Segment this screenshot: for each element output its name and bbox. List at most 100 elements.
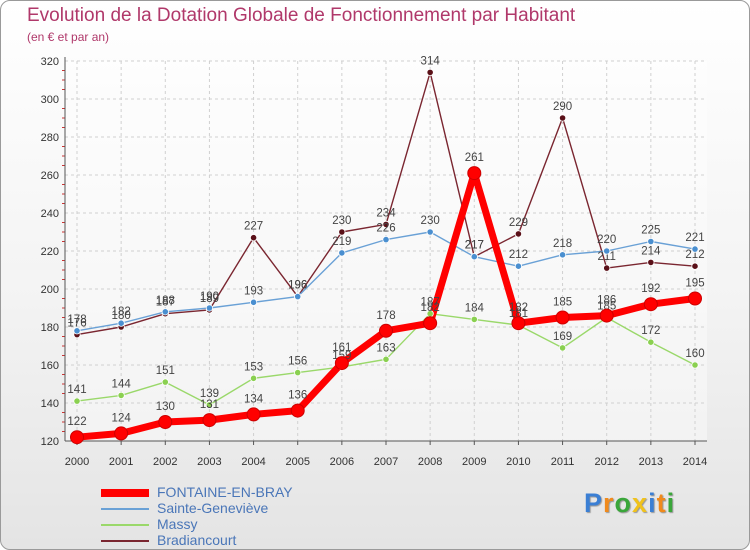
chart-title: Evolution de la Dotation Globale de Fonc… xyxy=(27,5,576,26)
data-label-Bradiancourt: 212 xyxy=(685,249,704,261)
data-point-Sainte-Geneviève xyxy=(205,304,214,312)
data-label-FONTAINE-EN-BRAY: 130 xyxy=(156,401,175,413)
data-label-Massy: 184 xyxy=(465,302,485,314)
data-label-FONTAINE-EN-BRAY: 178 xyxy=(376,310,395,322)
y-tick-label: 320 xyxy=(41,56,59,68)
logo-letter: i xyxy=(648,488,657,518)
data-label-Sainte-Geneviève: 182 xyxy=(112,306,131,318)
x-tick-label: 2009 xyxy=(462,456,486,468)
x-tick-label: 2008 xyxy=(418,456,442,468)
legend-label: FONTAINE-EN-BRAY xyxy=(157,484,293,500)
y-tick-label: 260 xyxy=(41,170,59,182)
data-label-FONTAINE-EN-BRAY: 182 xyxy=(421,302,440,314)
data-point-Sainte-Geneviève xyxy=(426,228,434,236)
x-tick-label: 2014 xyxy=(683,456,707,468)
data-label-Bradiancourt: 290 xyxy=(553,101,572,113)
data-label-FONTAINE-EN-BRAY: 122 xyxy=(67,416,86,428)
legend-label: Bradiancourt xyxy=(157,532,237,548)
legend-swatch xyxy=(101,524,149,526)
data-label-FONTAINE-EN-BRAY: 136 xyxy=(288,390,307,402)
data-label-FONTAINE-EN-BRAY: 186 xyxy=(597,295,616,307)
logo-letter: t xyxy=(656,488,667,518)
data-point-Bradiancourt xyxy=(691,262,699,270)
data-label-Sainte-Geneviève: 220 xyxy=(597,234,616,246)
data-label-Bradiancourt: 314 xyxy=(421,55,441,67)
data-point-Bradiancourt xyxy=(647,258,655,266)
data-point-Bradiancourt xyxy=(603,264,611,272)
data-label-FONTAINE-EN-BRAY: 195 xyxy=(685,278,704,290)
x-tick-label: 2000 xyxy=(65,456,89,468)
data-point-Bradiancourt xyxy=(426,68,434,77)
y-tick-label: 200 xyxy=(41,284,59,296)
data-label-Bradiancourt: 180 xyxy=(112,310,131,322)
y-tick-label: 220 xyxy=(41,246,59,258)
data-point-FONTAINE-EN-BRAY xyxy=(467,166,482,181)
y-tick-label: 140 xyxy=(41,398,59,410)
data-label-FONTAINE-EN-BRAY: 161 xyxy=(332,342,351,354)
data-label-FONTAINE-EN-BRAY: 131 xyxy=(200,399,219,411)
data-label-FONTAINE-EN-BRAY: 192 xyxy=(641,283,660,295)
data-point-Massy xyxy=(73,397,81,405)
x-tick-label: 2002 xyxy=(153,456,177,468)
logo-letter: i xyxy=(666,488,676,518)
chart-subtitle: (en € et par an) xyxy=(27,30,110,44)
data-point-Bradiancourt xyxy=(514,230,523,238)
data-label-Sainte-Geneviève: 212 xyxy=(509,249,528,261)
data-label-FONTAINE-EN-BRAY: 134 xyxy=(244,393,264,405)
data-label-Massy: 139 xyxy=(200,388,219,400)
legend-swatch xyxy=(101,540,149,542)
data-point-FONTAINE-EN-BRAY xyxy=(202,413,217,428)
data-label-Bradiancourt: 189 xyxy=(200,293,219,305)
data-label-Sainte-Geneviève: 219 xyxy=(332,236,351,248)
data-point-FONTAINE-EN-BRAY xyxy=(334,356,349,371)
data-label-Bradiancourt: 234 xyxy=(376,207,396,219)
data-point-Sainte-Geneviève xyxy=(470,253,478,261)
y-tick-label: 160 xyxy=(41,360,59,372)
x-tick-label: 2012 xyxy=(594,456,618,468)
data-point-FONTAINE-EN-BRAY xyxy=(688,291,702,306)
data-point-Massy xyxy=(647,338,655,346)
data-point-FONTAINE-EN-BRAY xyxy=(70,430,84,445)
x-tick-label: 2004 xyxy=(241,456,265,468)
data-label-Sainte-Geneviève: 190 xyxy=(200,291,219,303)
legend-swatch xyxy=(101,489,149,497)
data-label-Sainte-Geneviève: 178 xyxy=(67,314,86,326)
logo-letter: P xyxy=(584,488,604,518)
data-point-Massy xyxy=(294,368,302,377)
data-point-FONTAINE-EN-BRAY xyxy=(290,403,305,418)
data-label-Bradiancourt: 230 xyxy=(332,215,351,227)
legend-swatch xyxy=(101,508,149,510)
x-tick-label: 2003 xyxy=(197,456,221,468)
x-tick-label: 2006 xyxy=(330,456,354,468)
data-label-Bradiancourt: 176 xyxy=(67,318,86,330)
data-point-FONTAINE-EN-BRAY xyxy=(643,297,658,312)
data-label-Massy: 153 xyxy=(244,361,263,373)
data-point-Sainte-Geneviève xyxy=(603,247,611,255)
x-tick-label: 2001 xyxy=(109,456,133,468)
data-point-Massy xyxy=(249,374,258,382)
data-label-Sainte-Geneviève: 217 xyxy=(465,240,484,252)
data-label-Massy: 141 xyxy=(67,384,86,396)
data-point-FONTAINE-EN-BRAY xyxy=(599,308,614,323)
legend-label: Sainte-Geneviève xyxy=(157,500,269,516)
x-tick-label: 2011 xyxy=(551,456,575,468)
data-label-Massy: 160 xyxy=(685,348,704,360)
data-label-Bradiancourt: 196 xyxy=(288,280,307,292)
x-tick-label: 2013 xyxy=(639,456,663,468)
data-point-Massy xyxy=(382,355,390,363)
data-label-Sainte-Geneviève: 188 xyxy=(156,295,175,307)
data-label-FONTAINE-EN-BRAY: 182 xyxy=(509,302,528,314)
data-point-Sainte-Geneviève xyxy=(647,237,655,246)
data-label-Bradiancourt: 187 xyxy=(156,297,175,309)
data-point-Bradiancourt xyxy=(338,228,346,236)
data-label-Sainte-Geneviève: 193 xyxy=(244,285,263,297)
data-label-Sainte-Geneviève: 230 xyxy=(421,215,440,227)
data-label-Bradiancourt: 217 xyxy=(465,240,484,252)
data-point-Bradiancourt xyxy=(558,114,567,122)
data-point-Sainte-Geneviève xyxy=(294,292,302,301)
data-label-Sainte-Geneviève: 218 xyxy=(553,238,572,250)
data-label-Sainte-Geneviève: 221 xyxy=(685,232,704,244)
data-point-Sainte-Geneviève xyxy=(73,327,81,335)
